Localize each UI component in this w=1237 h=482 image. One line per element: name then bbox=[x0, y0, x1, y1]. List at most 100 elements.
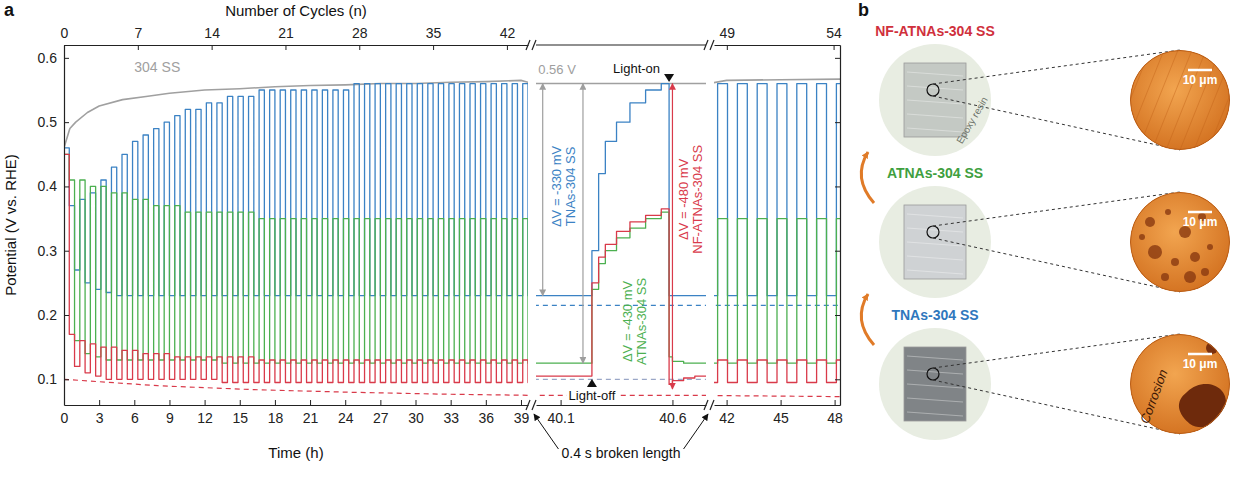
axis-break bbox=[526, 40, 530, 50]
axis-break bbox=[704, 400, 708, 410]
tick-label: 54 bbox=[826, 25, 842, 41]
series-line bbox=[536, 84, 706, 296]
tick: 0.6 bbox=[38, 50, 69, 66]
y-axis: 0.10.20.30.40.50.6 bbox=[38, 46, 69, 406]
sample-label: TNAs-304 SS bbox=[891, 307, 978, 323]
tick: 42 bbox=[500, 25, 516, 50]
series-label: NF-ATNAs-304 SS bbox=[690, 145, 705, 254]
tick-mark bbox=[835, 251, 840, 252]
series-line bbox=[536, 80, 706, 83]
tick bbox=[835, 122, 840, 123]
tick: 0.3 bbox=[38, 243, 69, 259]
corrosion-area bbox=[1206, 342, 1218, 354]
pit bbox=[1139, 234, 1145, 240]
axis-break bbox=[704, 40, 708, 50]
tick: 21 bbox=[278, 25, 294, 50]
tick: 27 bbox=[373, 400, 389, 426]
event-label: Light-on bbox=[613, 61, 660, 76]
tick-mark bbox=[64, 315, 69, 316]
scale-bar-label: 10 μm bbox=[1183, 73, 1218, 87]
tick-mark bbox=[205, 400, 206, 405]
tick-label: 45 bbox=[773, 410, 789, 426]
tick-mark bbox=[64, 186, 69, 187]
frame-line bbox=[536, 44, 706, 45]
corrosion-area bbox=[1179, 384, 1226, 427]
delta-arrow bbox=[672, 84, 673, 389]
x-axis: 40.140.6 bbox=[537, 400, 707, 426]
axis-break bbox=[710, 400, 714, 410]
photo-background bbox=[879, 186, 991, 298]
scale-bar-label: 10 μm bbox=[1183, 215, 1218, 229]
series-line bbox=[64, 154, 528, 382]
event-marker bbox=[664, 74, 674, 82]
micrograph-background bbox=[1130, 192, 1230, 292]
tick-mark bbox=[835, 379, 840, 380]
tick-mark bbox=[835, 186, 840, 187]
break-pointer bbox=[684, 414, 708, 449]
tick-label: 42 bbox=[719, 410, 735, 426]
panel-b: bNF-ATNAs-304 SS10 μmEpoxy resinATNAs-30… bbox=[858, 0, 1237, 440]
tick-label: 0.4 bbox=[38, 178, 58, 194]
tick-mark bbox=[416, 400, 417, 405]
inspection-spot bbox=[927, 84, 939, 96]
micrograph bbox=[1130, 334, 1230, 434]
tick-label: 12 bbox=[197, 410, 213, 426]
figure: 03691215182124273033363907142128354240.1… bbox=[0, 0, 1237, 482]
tick: 54 bbox=[826, 25, 842, 50]
series-line bbox=[64, 154, 528, 363]
series-line bbox=[714, 219, 840, 364]
pit bbox=[1145, 217, 1155, 227]
micrograph bbox=[1110, 50, 1237, 150]
tick-mark bbox=[345, 400, 346, 405]
tick-label: 18 bbox=[268, 410, 284, 426]
reference-line bbox=[536, 394, 706, 397]
series-label: 304 SS bbox=[134, 59, 180, 75]
sample-texture bbox=[907, 256, 963, 260]
tick: 14 bbox=[204, 25, 220, 50]
tick-label: 7 bbox=[134, 25, 142, 41]
sample-texture bbox=[907, 412, 963, 416]
tick-mark bbox=[835, 400, 836, 405]
tick: 42 bbox=[719, 400, 735, 426]
sample-texture bbox=[907, 228, 963, 232]
tick-mark bbox=[64, 122, 69, 123]
tick-mark bbox=[99, 400, 100, 405]
tick: 18 bbox=[268, 400, 284, 426]
plot-area bbox=[714, 79, 840, 397]
tick: 30 bbox=[408, 400, 424, 426]
inspection-spot bbox=[927, 226, 939, 238]
sample-texture bbox=[907, 356, 963, 360]
tick-mark bbox=[835, 58, 840, 59]
sample-photo bbox=[904, 205, 966, 279]
series-line bbox=[714, 360, 840, 383]
tick: 15 bbox=[232, 400, 248, 426]
series-label: ATNAs-304 SS bbox=[634, 278, 649, 366]
tick-label: 35 bbox=[426, 25, 442, 41]
tick-mark bbox=[727, 400, 728, 405]
tick-label: 49 bbox=[720, 25, 736, 41]
tick: 33 bbox=[443, 400, 459, 426]
sample-texture bbox=[907, 128, 963, 132]
tick: 36 bbox=[479, 400, 495, 426]
tick-mark bbox=[521, 400, 522, 405]
axis-line bbox=[537, 405, 707, 406]
tick-mark bbox=[433, 45, 434, 50]
photo-background bbox=[879, 328, 991, 440]
tick-label: 0.3 bbox=[38, 243, 58, 259]
x-axis-title: Time (h) bbox=[268, 444, 323, 461]
scratch bbox=[1208, 50, 1237, 150]
epoxy-label: Epoxy resin bbox=[954, 95, 990, 146]
tick-mark bbox=[507, 45, 508, 50]
pit bbox=[1161, 273, 1169, 281]
tick-label: 14 bbox=[204, 25, 220, 41]
tick: 49 bbox=[720, 25, 736, 50]
tick-mark bbox=[64, 58, 69, 59]
flow-arrow bbox=[861, 152, 874, 203]
delta-arrow bbox=[542, 84, 543, 296]
panel-label: a bbox=[4, 0, 15, 20]
tick-label: 21 bbox=[278, 25, 294, 41]
tick-label: 33 bbox=[443, 410, 459, 426]
axis-line bbox=[715, 45, 841, 46]
pit bbox=[1165, 209, 1171, 215]
annotation: ΔV = -430 mV bbox=[620, 280, 635, 362]
